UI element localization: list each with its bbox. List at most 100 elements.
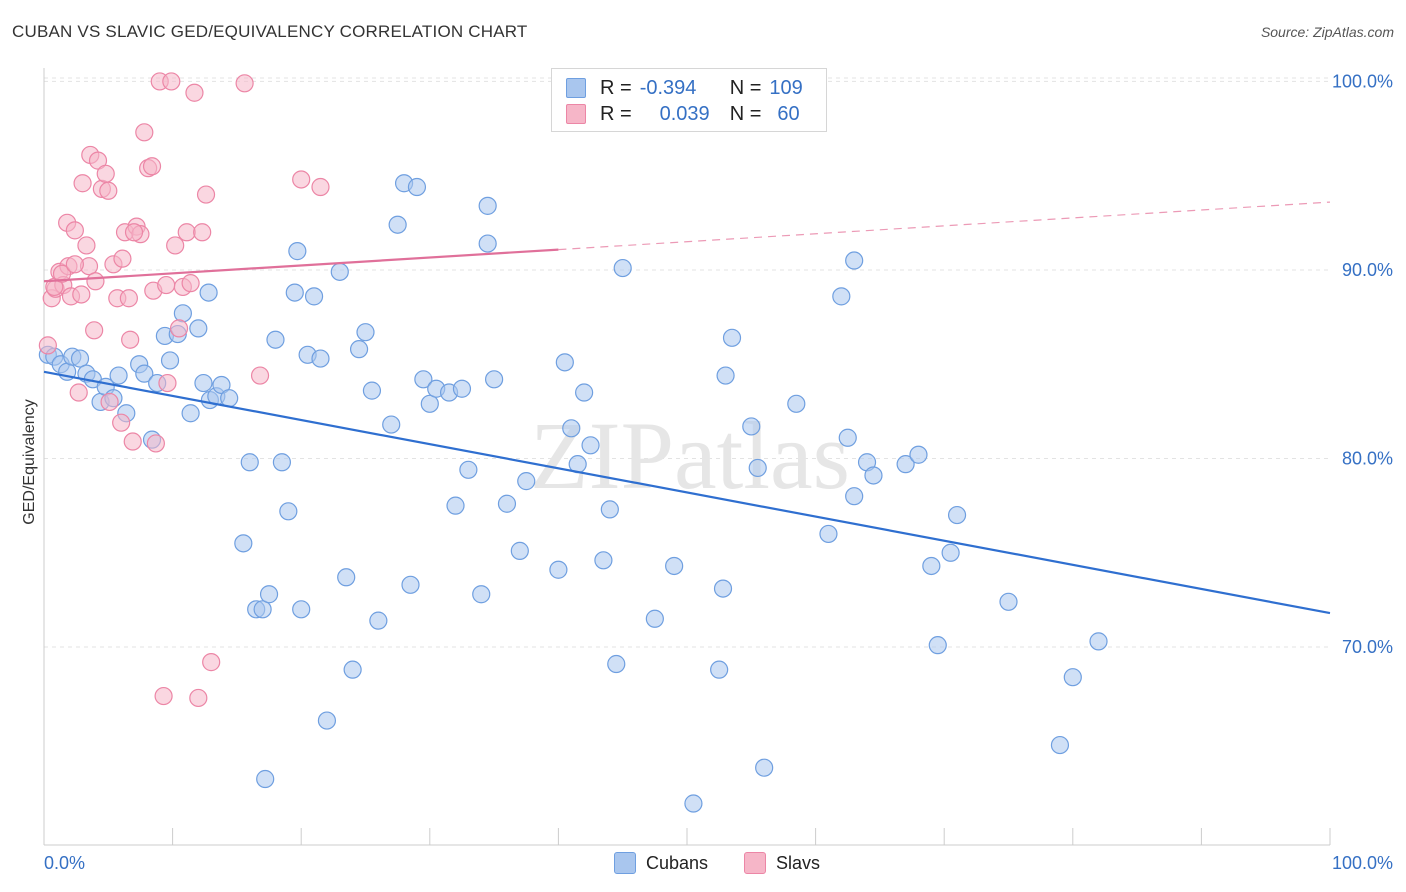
slavs-point (65, 255, 84, 274)
cubans-point (343, 660, 362, 679)
slavs-point (311, 177, 330, 197)
cubans-point (909, 445, 928, 464)
cubans-point (713, 579, 733, 598)
cubans-point (369, 611, 388, 630)
grid-lines (44, 77, 1330, 648)
cubans-legend-swatch (614, 852, 636, 874)
cubans-point (594, 551, 613, 570)
slavs-point (38, 336, 57, 355)
correlation-legend: R = -0.394 N = 109 R = 0.039 N = 60 (551, 68, 827, 132)
cubans-point (549, 560, 568, 579)
cubans-point (272, 453, 292, 472)
r-label: R = (600, 102, 632, 125)
slavs-point (113, 249, 132, 268)
n-value: 109 (769, 76, 803, 99)
n-value: 60 (777, 102, 800, 125)
cubans-point (716, 366, 735, 385)
cubans-point (581, 436, 600, 455)
slavs-point (123, 432, 142, 451)
y-tick-label: 80.0% (1342, 449, 1393, 469)
legend-item-cubans[interactable]: Cubans (614, 852, 708, 874)
cubans-point (253, 600, 272, 619)
cubans-point (928, 636, 947, 655)
slavs-point (96, 164, 115, 183)
slavs-point (112, 413, 131, 432)
legend-label-cubans: Cubans (646, 852, 709, 873)
cubans-point (349, 340, 369, 359)
cubans-point (575, 383, 594, 402)
cubans-point (1089, 632, 1108, 651)
slavs-point (100, 392, 119, 412)
cubans-point (947, 505, 967, 525)
cubans-point (135, 364, 154, 383)
cubans-point (181, 404, 200, 423)
cubans-point (199, 283, 218, 302)
source-label: Source: ZipAtlas.com (1260, 24, 1394, 40)
slavs-point (250, 366, 270, 385)
cubans-point (684, 794, 703, 813)
cubans-point (414, 370, 433, 389)
cubans-point (562, 419, 581, 438)
trend-lines (43, 201, 1331, 615)
y-tick-label: 90.0% (1342, 260, 1393, 280)
slavs-legend-swatch (744, 852, 766, 874)
cubans-point (478, 234, 497, 253)
slavs-point (119, 289, 138, 308)
r-label: R = (600, 76, 632, 99)
slavs-point (124, 223, 144, 242)
slavs-point (166, 236, 185, 255)
watermark: ZIPatlas (530, 402, 850, 509)
cubans-point (845, 251, 864, 270)
cubans-point (356, 323, 375, 342)
cubans-point (472, 585, 491, 604)
slavs-point (77, 236, 96, 255)
cubans-point (452, 379, 472, 398)
slavs-point (177, 223, 196, 242)
cubans-point (607, 654, 626, 674)
slavs-point (135, 123, 154, 142)
legend-label-slavs: Slavs (776, 852, 821, 873)
cubans-point (259, 585, 279, 604)
cubans-point (220, 389, 239, 408)
cubans-point (555, 353, 574, 372)
r-value: 0.039 (659, 102, 710, 125)
slavs-point (189, 688, 208, 708)
cubans-point (742, 417, 761, 436)
cubans-point (109, 366, 128, 385)
slavs-point (196, 185, 216, 204)
cubans-point (645, 609, 664, 628)
chart-title: CUBAN VS SLAVIC GED/EQUIVALENCY CORRELAT… (12, 22, 528, 41)
slavs-trend-line (43, 248, 559, 283)
slavs-point (185, 83, 204, 102)
cubans-point (292, 600, 311, 619)
cubans-trend-line (43, 370, 1331, 615)
cubans-point (70, 349, 90, 368)
slavs-point (72, 285, 91, 304)
cubans-point (838, 428, 857, 447)
cubans-point (485, 370, 504, 389)
cubans-point (1063, 668, 1082, 687)
cubans-point (478, 196, 497, 215)
cubans-point (864, 466, 883, 485)
cubans-point (279, 502, 298, 521)
cubans-swatch (566, 78, 586, 98)
cubans-point (446, 496, 465, 515)
y-tick-label: 100.0% (1332, 71, 1393, 91)
cubans-point (748, 458, 767, 478)
x-tick-label: 0.0% (44, 853, 85, 873)
cubans-point (896, 455, 915, 474)
cubans-point (497, 494, 517, 513)
slavs-point (65, 221, 84, 240)
slavs-point (181, 274, 200, 293)
cubans-point (420, 394, 439, 413)
slavs-point (99, 181, 118, 200)
n-label: N = (729, 102, 762, 125)
slavs-swatch (566, 104, 586, 124)
cubans-point (600, 500, 619, 519)
cubans-point (362, 381, 382, 400)
cubans-point (266, 330, 285, 349)
slavs-point (142, 157, 162, 176)
legend-item-slavs[interactable]: Slavs (744, 852, 820, 874)
slavs-point (193, 223, 212, 242)
